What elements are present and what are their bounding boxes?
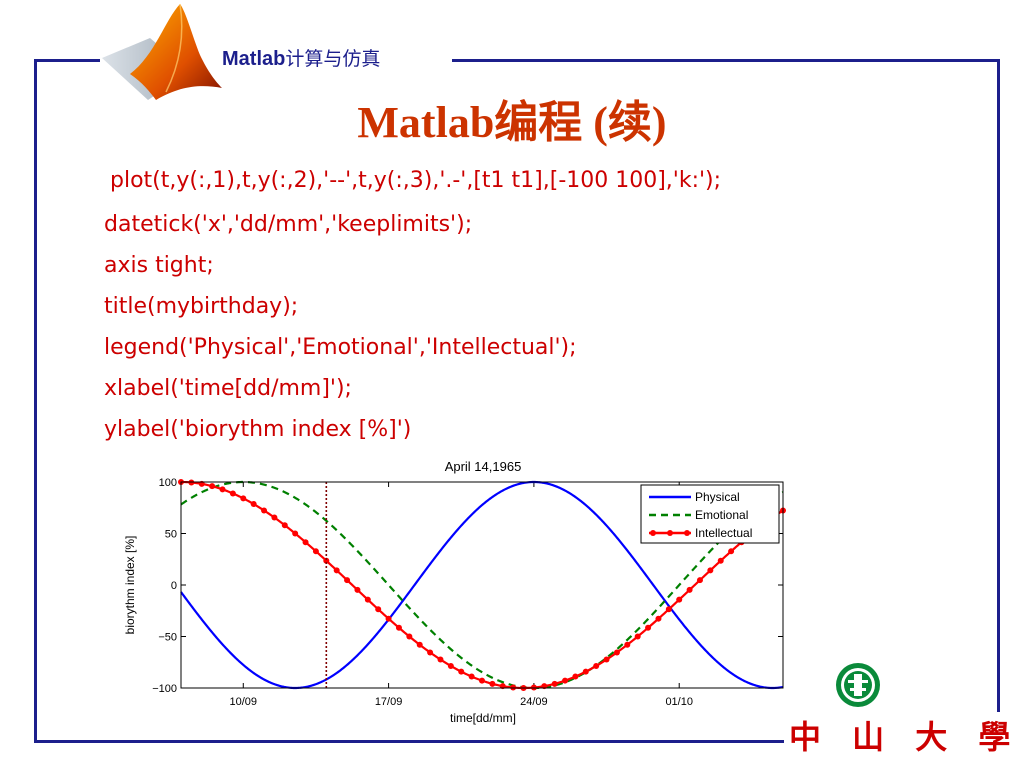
- code-line: axis tight;: [104, 253, 214, 278]
- header-brand-suffix: 计算与仿真: [285, 48, 381, 70]
- series-point-intellectual: [676, 596, 683, 603]
- series-point-intellectual: [281, 522, 288, 529]
- slide-title: Matlab编程 (续): [357, 98, 667, 147]
- legend-marker: [684, 530, 690, 536]
- series-point-intellectual: [385, 615, 392, 622]
- x-tick-label: 24/09: [520, 696, 548, 708]
- series-point-intellectual: [344, 577, 351, 584]
- series-point-intellectual: [624, 641, 631, 648]
- chart-xlabel: time[dd/mm]: [450, 711, 516, 725]
- x-tick-label: 01/10: [665, 696, 693, 708]
- x-tick-label: 17/09: [375, 696, 403, 708]
- series-point-intellectual: [686, 586, 693, 593]
- series-point-intellectual: [728, 548, 735, 555]
- series-point-intellectual: [302, 539, 309, 546]
- series-point-intellectual: [582, 668, 589, 675]
- code-line: legend('Physical','Emotional','Intellect…: [104, 335, 577, 360]
- series-point-intellectual: [250, 501, 257, 508]
- series-point-intellectual: [479, 677, 485, 684]
- y-tick-label: 0: [171, 580, 177, 592]
- y-tick-label: −100: [152, 683, 177, 695]
- series-point-intellectual: [468, 673, 475, 680]
- series-point-intellectual: [572, 673, 579, 680]
- frame-right: [997, 59, 1000, 742]
- matlab-logo-icon: [102, 3, 222, 100]
- series-point-intellectual: [489, 680, 496, 687]
- code-line: ylabel('biorythm index [%]'): [104, 417, 412, 442]
- series-point-intellectual: [375, 606, 382, 613]
- series-point-intellectual: [551, 680, 558, 687]
- series-point-intellectual: [395, 624, 402, 631]
- series-point-intellectual: [271, 514, 278, 521]
- series-point-intellectual: [717, 557, 724, 564]
- series-point-intellectual: [655, 615, 662, 622]
- frame-top-left: [34, 59, 100, 62]
- series-point-intellectual: [696, 577, 703, 584]
- series-line-physical: [180, 480, 784, 690]
- series-point-intellectual: [593, 662, 600, 669]
- series-point-intellectual: [312, 548, 319, 555]
- plot-frame: [180, 481, 784, 689]
- legend-label: Emotional: [695, 508, 748, 522]
- code-line: plot(t,y(:,1),t,y(:,2),'--',t,y(:,3),'.-…: [110, 168, 722, 193]
- series-point-intellectual: [240, 495, 247, 502]
- series-point-intellectual: [603, 656, 610, 663]
- code-line: datetick('x','dd/mm','keeplimits');: [104, 212, 473, 237]
- code-line: title(mybirthday);: [104, 294, 299, 319]
- header-brand: Matlab: [222, 48, 286, 70]
- series-point-intellectual: [437, 656, 444, 663]
- header-label: Matlab计算与仿真: [222, 44, 387, 71]
- series-point-intellectual: [427, 649, 434, 656]
- frame-top-right: [452, 59, 1000, 62]
- x-tick-label: 10/09: [230, 696, 258, 708]
- frame-bottom-left: [34, 740, 784, 743]
- series-point-intellectual: [665, 606, 672, 613]
- code-line: xlabel('time[dd/mm]');: [104, 376, 352, 401]
- university-emblem-icon: [836, 663, 880, 707]
- y-tick-label: 50: [165, 529, 177, 541]
- series-point-intellectual: [209, 483, 216, 490]
- series-point-intellectual: [354, 586, 361, 593]
- legend-label: Physical: [695, 490, 740, 504]
- series-line-emotional: [180, 480, 784, 690]
- series-point-intellectual: [613, 649, 620, 656]
- legend-marker: [650, 530, 656, 536]
- y-tick-label: −50: [158, 632, 177, 644]
- series-point-intellectual: [447, 662, 454, 669]
- series-point-intellectual: [406, 633, 413, 640]
- series-point-intellectual: [458, 668, 465, 675]
- series-point-intellectual: [261, 507, 268, 514]
- series-point-intellectual: [634, 633, 641, 640]
- legend-label: Intellectual: [695, 526, 752, 540]
- chart-ylabel: biorythm index [%]: [123, 536, 137, 635]
- series-point-intellectual: [229, 490, 236, 497]
- series-point-intellectual: [364, 596, 371, 603]
- series-point-intellectual: [292, 530, 299, 537]
- university-name: 中 山 大 學: [785, 712, 1024, 758]
- series-point-intellectual: [416, 641, 423, 648]
- legend-marker: [667, 530, 673, 536]
- series-point-intellectual: [562, 677, 569, 684]
- series-point-intellectual: [333, 567, 340, 574]
- series-point-intellectual: [219, 486, 226, 493]
- frame-left: [34, 59, 37, 742]
- y-tick-label: 100: [159, 477, 177, 489]
- series-point-intellectual: [323, 557, 330, 564]
- series-point-intellectual: [707, 567, 714, 574]
- biorhythm-chart: April 14,1965 100 50 0 −50 −100 10/09 17/09 24/…: [123, 459, 786, 725]
- chart-title: April 14,1965: [445, 459, 522, 474]
- series-point-intellectual: [645, 624, 652, 631]
